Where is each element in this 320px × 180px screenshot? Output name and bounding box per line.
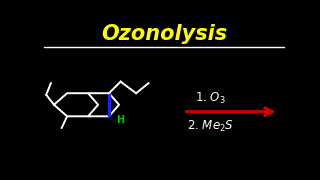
Text: Ozonolysis: Ozonolysis bbox=[101, 24, 227, 44]
Text: 2. $Me_2S$: 2. $Me_2S$ bbox=[187, 119, 234, 134]
Text: 1. $O_3$: 1. $O_3$ bbox=[195, 91, 226, 106]
Text: H: H bbox=[116, 115, 125, 125]
